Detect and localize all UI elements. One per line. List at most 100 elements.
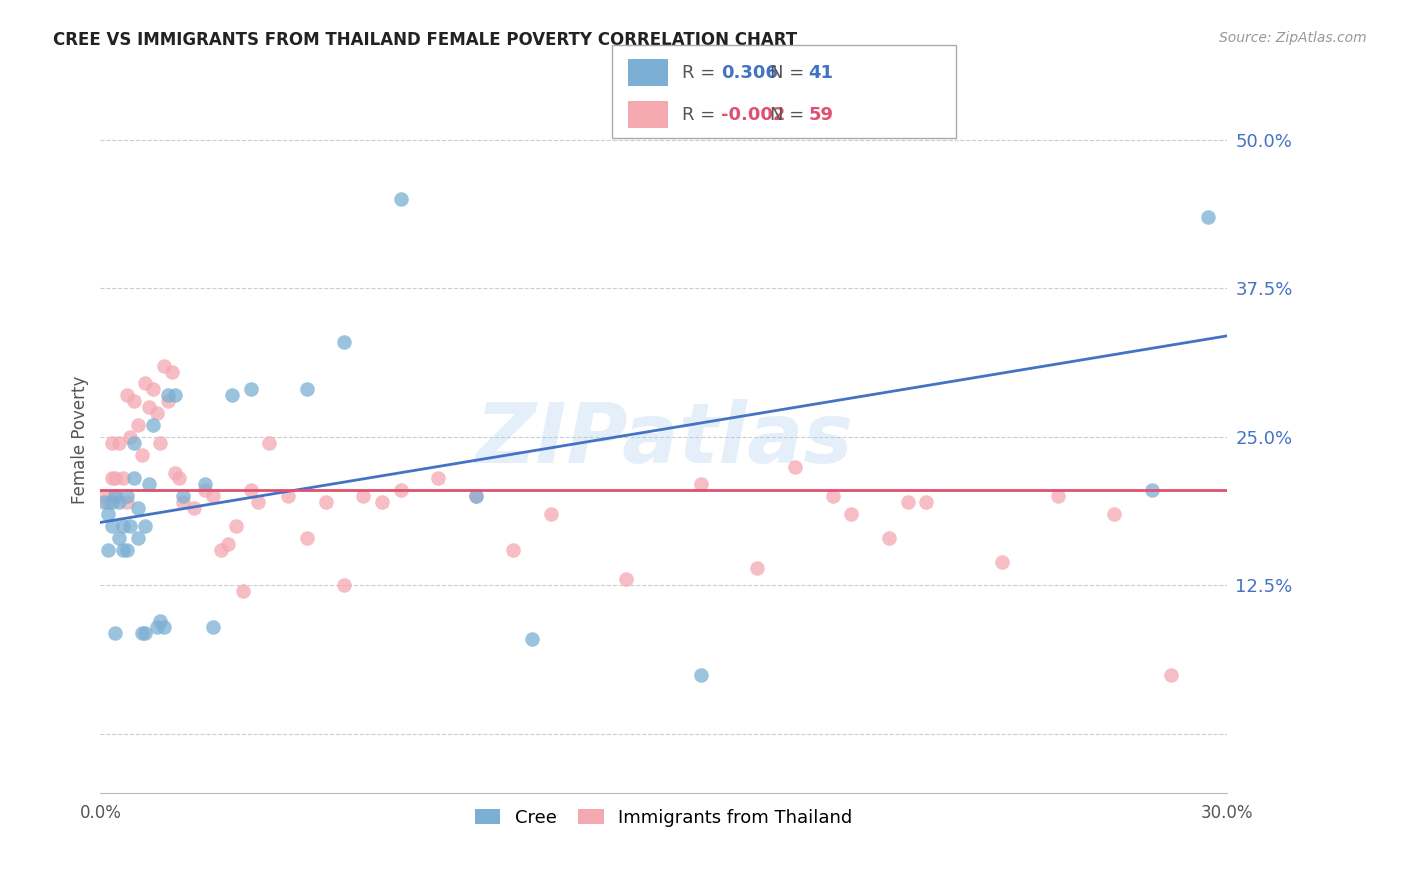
Point (221, 388, 243, 402)
Point (464, 489, 486, 503)
Point (122, 471, 145, 485)
Point (149, 435, 172, 450)
Point (333, 578, 356, 592)
Point (1160, 667, 1182, 681)
Point (127, 417, 149, 432)
Point (522, 632, 544, 646)
Point (821, 489, 844, 503)
Point (149, 614, 172, 628)
Point (97, 495, 120, 509)
Point (897, 495, 920, 509)
Point (990, 555, 1012, 569)
Point (502, 542, 524, 557)
Point (315, 495, 337, 509)
Text: ZIPatlas: ZIPatlas (475, 400, 852, 481)
Point (156, 388, 179, 402)
Point (217, 537, 239, 551)
Point (183, 501, 205, 516)
Point (100, 471, 122, 485)
Point (352, 489, 374, 503)
Point (142, 417, 165, 432)
Point (1140, 483, 1163, 498)
Point (120, 519, 142, 533)
Point (239, 483, 262, 498)
Point (1102, 507, 1125, 521)
Point (145, 620, 167, 634)
Point (167, 471, 190, 485)
Text: N =: N = (770, 106, 810, 124)
Point (201, 620, 224, 634)
Text: 41: 41 (808, 63, 834, 82)
Point (371, 495, 394, 509)
Point (690, 667, 713, 681)
Point (165, 466, 187, 480)
Point (464, 489, 486, 503)
Point (160, 365, 183, 379)
Point (122, 394, 145, 409)
Point (134, 519, 156, 533)
Point (1046, 489, 1069, 503)
Point (389, 483, 412, 498)
Point (201, 489, 224, 503)
Text: 0.306: 0.306 (721, 63, 778, 82)
Point (1197, 210, 1219, 224)
Y-axis label: Female Poverty: Female Poverty (72, 376, 89, 504)
Point (333, 334, 356, 349)
Point (295, 382, 318, 396)
Text: R =: R = (682, 106, 721, 124)
Point (134, 376, 156, 391)
Point (93, 489, 115, 503)
Point (108, 531, 131, 545)
Point (239, 382, 262, 396)
Point (209, 542, 232, 557)
Point (277, 489, 299, 503)
Point (93, 495, 115, 509)
Point (389, 192, 412, 206)
Point (131, 626, 153, 640)
Point (100, 519, 122, 533)
Point (111, 471, 134, 485)
Point (131, 448, 153, 462)
Point (194, 483, 217, 498)
Point (104, 471, 127, 485)
Point (259, 435, 281, 450)
Point (111, 519, 134, 533)
Point (122, 435, 145, 450)
Text: R =: R = (682, 63, 721, 82)
Point (877, 531, 900, 545)
Point (194, 477, 217, 491)
Point (104, 489, 127, 503)
Point (172, 489, 194, 503)
Point (100, 435, 122, 450)
Point (841, 507, 863, 521)
Point (165, 388, 187, 402)
Point (111, 542, 134, 557)
Point (97, 507, 120, 521)
Point (138, 400, 160, 414)
Point (108, 495, 131, 509)
Point (127, 501, 149, 516)
Point (145, 406, 167, 420)
Point (232, 584, 254, 599)
Text: CREE VS IMMIGRANTS FROM THAILAND FEMALE POVERTY CORRELATION CHART: CREE VS IMMIGRANTS FROM THAILAND FEMALE … (53, 31, 797, 49)
Point (747, 560, 769, 574)
Point (127, 531, 149, 545)
Text: Source: ZipAtlas.com: Source: ZipAtlas.com (1219, 31, 1367, 45)
Point (104, 626, 127, 640)
Point (134, 626, 156, 640)
Text: 59: 59 (808, 106, 834, 124)
Text: N =: N = (770, 63, 810, 82)
Point (115, 542, 138, 557)
Point (153, 359, 176, 373)
Point (427, 471, 450, 485)
Point (108, 435, 131, 450)
Point (156, 394, 179, 409)
Text: -0.002: -0.002 (721, 106, 786, 124)
Point (295, 531, 318, 545)
Point (247, 495, 270, 509)
Point (614, 573, 637, 587)
Point (120, 430, 142, 444)
Point (142, 382, 165, 396)
Point (115, 489, 138, 503)
Point (115, 388, 138, 402)
